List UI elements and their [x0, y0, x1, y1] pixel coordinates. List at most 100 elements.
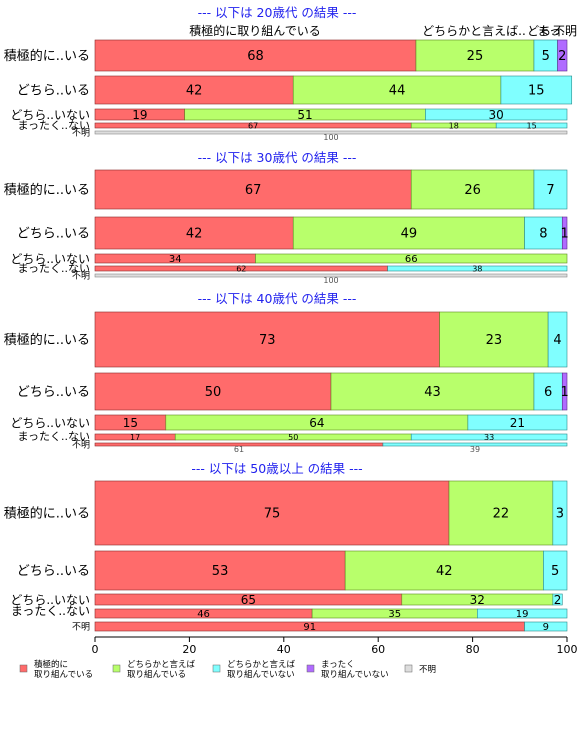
data-label: 19 — [516, 609, 529, 620]
row-label: 不明 — [72, 440, 90, 451]
bar-segment — [292, 216, 525, 250]
bar-segment — [330, 372, 535, 411]
bar-segment — [344, 550, 544, 591]
bar-segment — [547, 311, 568, 368]
x-tick-label: 20 — [182, 643, 196, 656]
column-header: まっ.. — [537, 24, 568, 38]
row-label: 不明 — [72, 128, 90, 139]
data-label: 46 — [197, 609, 210, 620]
data-label: 65 — [241, 593, 256, 607]
legend-label: 不明 — [419, 665, 436, 675]
bar-segment — [387, 265, 568, 272]
row-label: まったく..ない — [11, 604, 90, 618]
legend-swatch — [404, 664, 413, 673]
data-label: 50 — [288, 433, 298, 442]
bar-segment — [524, 621, 568, 632]
data-label: 4 — [553, 333, 561, 348]
data-label: 43 — [424, 385, 441, 400]
legend-label: 取り組んでいない — [321, 669, 389, 680]
data-label: 42 — [436, 564, 453, 579]
legend-swatch — [212, 664, 221, 673]
bar-segment — [94, 372, 332, 411]
data-label: 22 — [493, 507, 510, 522]
legend-label: 取り組んでいない — [227, 669, 295, 680]
data-label: 23 — [486, 333, 503, 348]
data-label: 7 — [546, 183, 554, 198]
data-label: 33 — [484, 433, 494, 442]
data-label: 73 — [259, 333, 276, 348]
bar-segment — [94, 216, 294, 250]
data-label: 49 — [401, 227, 418, 242]
bar-segment — [94, 550, 346, 591]
data-label: 68 — [247, 49, 264, 64]
data-label: 64 — [309, 416, 324, 430]
data-label: 2 — [558, 49, 566, 64]
row-label: 不明 — [72, 622, 90, 633]
bar-segment — [495, 122, 568, 129]
data-label: 2 — [554, 593, 562, 607]
data-label: 50 — [205, 385, 222, 400]
row-label: まったく..ない — [17, 119, 90, 132]
column-header: 積極的に取り組んでいる — [189, 23, 320, 38]
bar-segment — [561, 372, 568, 411]
row-label: まったく..ない — [17, 430, 90, 443]
row-label: 不明 — [72, 271, 90, 282]
legend-label: どちらかと言えば — [227, 659, 296, 670]
row-label: どちら..いる — [17, 84, 90, 99]
data-label: 9 — [543, 622, 549, 633]
data-label: 25 — [467, 49, 484, 64]
data-label: 18 — [449, 121, 459, 130]
data-label: 67 — [245, 183, 262, 198]
data-label: 51 — [297, 108, 312, 122]
bar-segment — [382, 442, 568, 447]
bar-segment — [561, 216, 568, 250]
data-label: 3 — [556, 507, 564, 522]
column-header: どち.. — [527, 24, 559, 38]
legend-swatch — [112, 664, 121, 673]
bar-segment — [500, 75, 573, 105]
bar-segment — [94, 311, 440, 368]
data-label: 42 — [186, 227, 203, 242]
row-label: どちら..いない — [10, 593, 90, 607]
data-label: 26 — [464, 183, 481, 198]
bar-segment — [552, 593, 563, 606]
data-label: 35 — [388, 609, 401, 620]
bar-segment — [552, 480, 568, 546]
data-label: 1 — [560, 385, 568, 400]
panel-title: --- 以下は 30歳代 の結果 --- — [198, 150, 357, 165]
row-label: 積極的に..いる — [4, 332, 90, 348]
bar-segment — [94, 39, 417, 72]
legend-label: どちらかと言えば — [127, 659, 196, 670]
column-header: どちらかと言えば.. — [422, 24, 526, 38]
legend-label: 取り組んでいる — [34, 669, 93, 680]
data-label: 75 — [264, 507, 281, 522]
x-tick-label: 80 — [466, 643, 480, 656]
data-label: 19 — [132, 108, 147, 122]
row-label: 積極的に..いる — [4, 48, 90, 64]
bar-segment — [467, 414, 568, 431]
data-label: 44 — [389, 84, 406, 99]
data-label: 42 — [186, 84, 203, 99]
bar-segment — [94, 169, 412, 210]
x-tick-label: 100 — [557, 643, 578, 656]
row-label: どちら..いる — [17, 385, 90, 400]
bar-segment — [543, 550, 568, 591]
legend-label: 積極的に — [34, 659, 68, 670]
data-label: 39 — [470, 445, 480, 454]
panel-title: --- 以下は 50歳以上 の結果 --- — [191, 461, 362, 476]
row-label: どちら..いない — [10, 416, 90, 430]
row-label: どちら..いない — [10, 252, 90, 266]
row-label: どちら..いる — [17, 227, 90, 242]
legend-label: まったく — [321, 660, 355, 670]
bar-segment — [439, 311, 549, 368]
legend-swatch — [306, 664, 315, 673]
row-label: 積極的に..いる — [4, 506, 90, 522]
bar-segment — [94, 273, 568, 278]
data-label: 61 — [234, 445, 244, 454]
bar-segment — [410, 433, 568, 441]
data-label: 91 — [303, 622, 316, 633]
row-label: 積極的に..いる — [4, 182, 90, 198]
data-label: 15 — [527, 121, 537, 130]
row-label: まったく..ない — [17, 262, 90, 275]
